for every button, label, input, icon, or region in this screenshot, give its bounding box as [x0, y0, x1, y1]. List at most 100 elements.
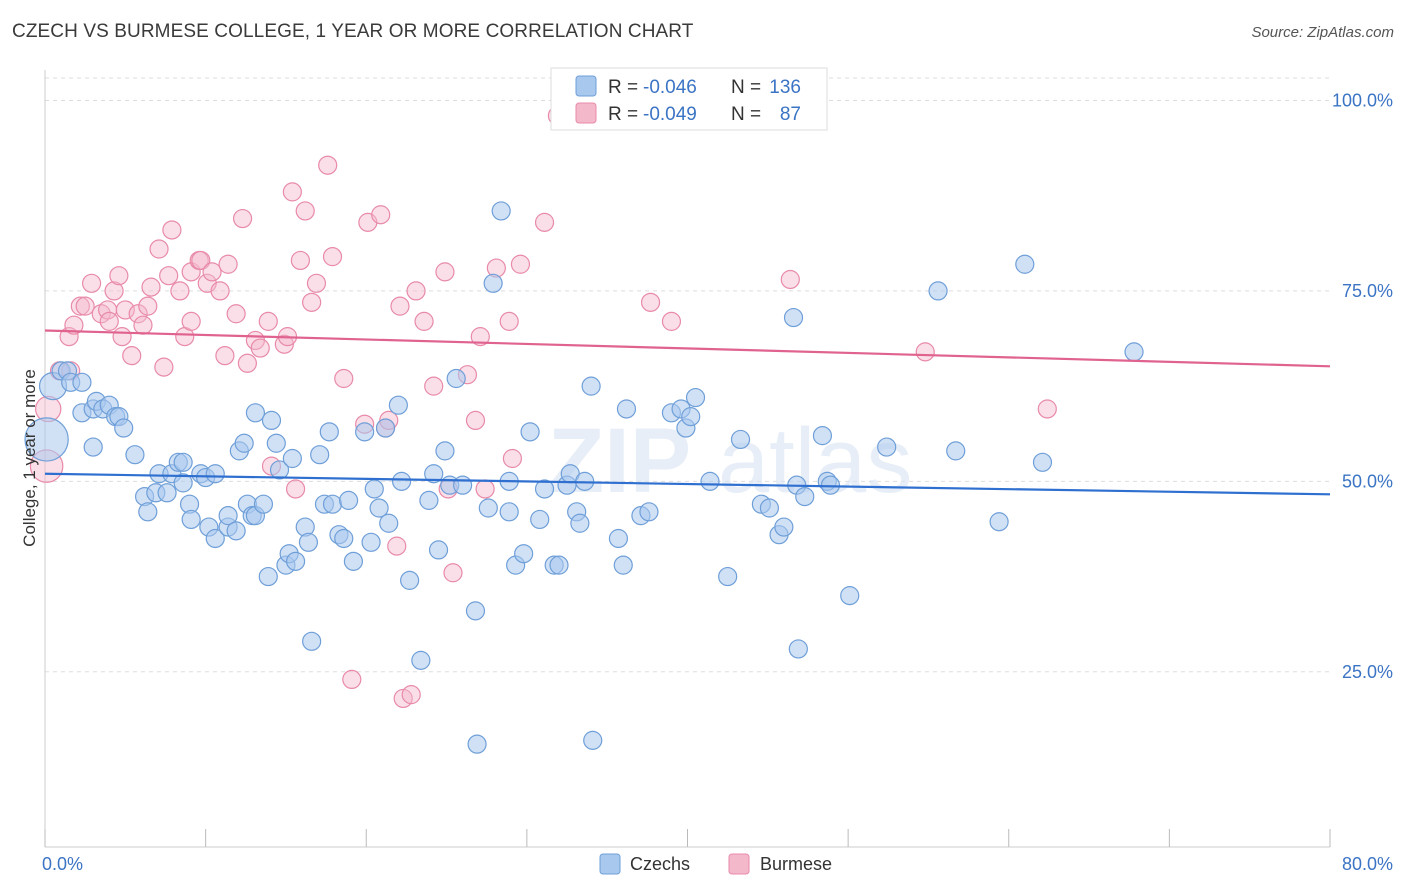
burmese-point	[371, 205, 391, 225]
czechs-point	[428, 540, 449, 560]
czechs-point	[379, 513, 399, 533]
burmese-point	[318, 155, 338, 175]
czechs-point	[877, 437, 897, 457]
trend-lines	[44, 329, 1331, 496]
burmese-point	[250, 338, 270, 358]
burmese-point	[133, 315, 153, 335]
czechs-point	[205, 528, 225, 549]
czechs-point	[258, 566, 278, 587]
correlation-legend: R = -0.046 N = 136 R = -0.049 N = 87	[550, 67, 828, 131]
czechs-point	[613, 555, 633, 575]
czechs-point	[355, 422, 375, 442]
czechs-point	[369, 498, 389, 518]
czechs-point	[234, 433, 254, 453]
czechs-point	[530, 509, 550, 530]
bottom-legend-burmese: Burmese	[760, 854, 832, 874]
burmese-point	[226, 304, 246, 324]
burmese-point	[414, 311, 434, 331]
czechs-point	[138, 502, 158, 522]
czechs-point	[72, 372, 92, 392]
burmese-point	[215, 346, 235, 366]
burmese-point	[159, 266, 179, 286]
burmese-point	[661, 311, 682, 331]
legend-box	[550, 67, 828, 131]
czechs-point	[266, 433, 286, 453]
czechs-point	[226, 521, 246, 541]
burmese-point	[162, 220, 182, 240]
legend-czechs-n-value: 136	[769, 77, 801, 98]
czechs-point	[608, 528, 629, 549]
czechs-point	[157, 483, 177, 503]
czechs-point	[465, 601, 486, 621]
czechs-point	[520, 422, 540, 442]
czechs-point	[1015, 254, 1035, 274]
czechs-point	[424, 464, 444, 484]
burmese-point	[640, 292, 661, 312]
burmese-point	[170, 281, 190, 301]
czechs-point	[483, 273, 503, 293]
series-legend: Czechs Burmese	[599, 853, 832, 875]
burmese-point	[322, 247, 343, 267]
burmese-point	[295, 201, 315, 221]
czechs-trend-line	[44, 472, 1331, 496]
czechs-point	[282, 448, 302, 469]
czechs-point	[253, 494, 274, 514]
burmese-point	[915, 342, 935, 362]
burmese-point	[109, 266, 129, 286]
czechs-point	[391, 471, 412, 491]
burmese-point	[387, 536, 407, 556]
czechs-point	[783, 307, 804, 328]
burmese-point	[112, 327, 132, 347]
bottom-swatch-burmese	[728, 853, 750, 875]
czechs-point	[467, 734, 487, 754]
burmese-point	[115, 300, 135, 320]
burmese-point	[81, 273, 102, 293]
y-tick-label: 25.0%	[1342, 662, 1393, 682]
burmese-point	[232, 208, 253, 229]
burmese-point	[443, 563, 463, 583]
burmese-point	[465, 410, 486, 431]
burmese-point	[64, 315, 84, 335]
czechs-point	[1032, 452, 1053, 472]
czechs-point	[310, 445, 330, 465]
czechs-point	[788, 639, 808, 659]
czechs-point	[928, 281, 948, 301]
burmese-point	[181, 311, 201, 331]
czechs-point	[125, 445, 145, 465]
czechs-point	[83, 437, 103, 457]
czechs-point	[302, 631, 322, 651]
czechs-point	[759, 498, 780, 518]
czechs-point	[261, 410, 282, 431]
legend-czechs-r-value: -0.046	[643, 77, 697, 98]
czechs-point	[388, 395, 408, 415]
y-axis-label: College, 1 year or more	[20, 369, 39, 547]
czechs-point	[269, 460, 290, 480]
czechs-point	[298, 532, 319, 552]
burmese-point	[282, 182, 302, 202]
czechs-point	[774, 517, 794, 537]
czechs-point	[419, 490, 439, 510]
watermark-atlas: atlas	[718, 410, 912, 512]
burmese-point	[99, 311, 119, 331]
burmese-point	[104, 281, 124, 301]
czechs-point	[173, 473, 193, 493]
burmese-point	[499, 311, 519, 331]
czechs-point	[570, 513, 590, 533]
burmese-point	[502, 448, 523, 469]
burmese-point	[302, 292, 322, 312]
czechs-point	[435, 441, 455, 461]
czechs-point	[478, 498, 498, 518]
bottom-legend-czechs: Czechs	[630, 854, 690, 874]
czechs-point	[24, 417, 69, 462]
czechs-point	[718, 566, 738, 587]
burmese-point	[128, 304, 148, 324]
legend-burmese-n-value: 87	[780, 104, 801, 125]
burmese-point	[70, 296, 90, 316]
czechs-point	[946, 441, 966, 461]
czechs-point	[491, 201, 511, 221]
czechs-point	[453, 475, 473, 495]
czechs-point	[205, 464, 225, 484]
czechs-point	[730, 429, 751, 450]
czechs-point	[375, 418, 396, 438]
